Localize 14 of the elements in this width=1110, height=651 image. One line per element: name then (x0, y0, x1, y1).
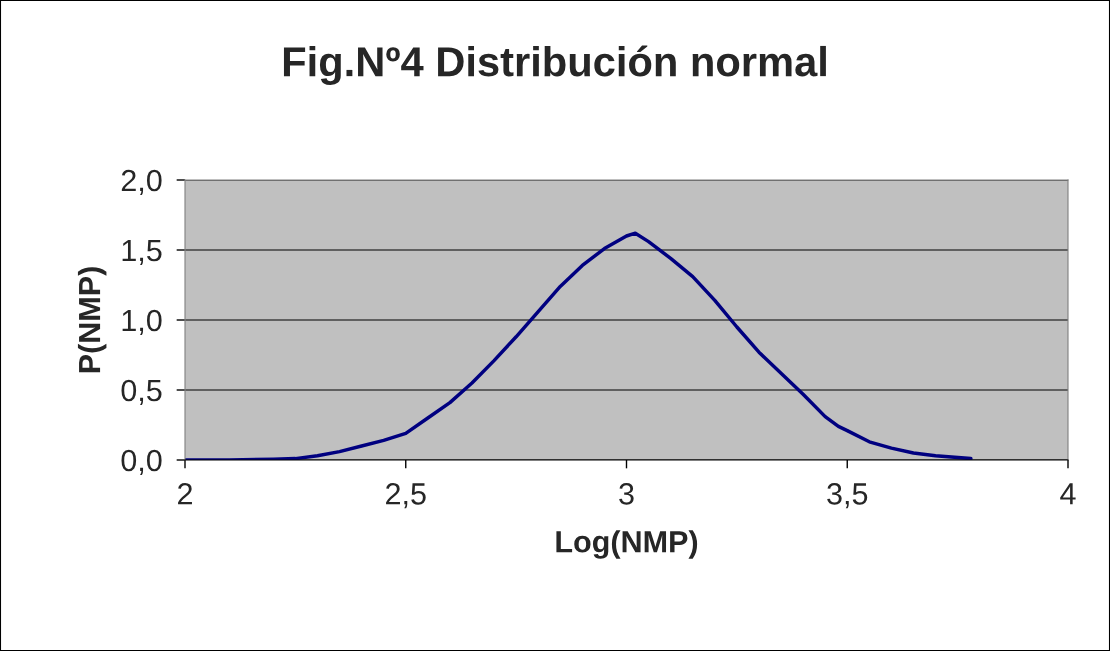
x-tick-label: 3,5 (827, 483, 868, 509)
x-tick-label: 2,5 (386, 483, 426, 509)
line-series (185, 231, 973, 460)
x-axis-title: Log(NMP) (556, 530, 698, 559)
y-tick-label: 1,0 (122, 309, 162, 335)
y-tick-label: 0,5 (121, 379, 162, 405)
chart-title: Fig.Nº4 Distribución normal (283, 45, 826, 85)
x-tick-label: 4 (1060, 483, 1076, 505)
x-tick-label: 2 (178, 483, 192, 505)
y-tick-label: 0,0 (121, 449, 162, 475)
y-tick-label: 2,0 (121, 169, 162, 195)
x-tick-label: 3 (619, 483, 634, 505)
y-axis-title: P(NMP) (77, 267, 107, 373)
y-tick-label: 1,5 (122, 240, 162, 265)
